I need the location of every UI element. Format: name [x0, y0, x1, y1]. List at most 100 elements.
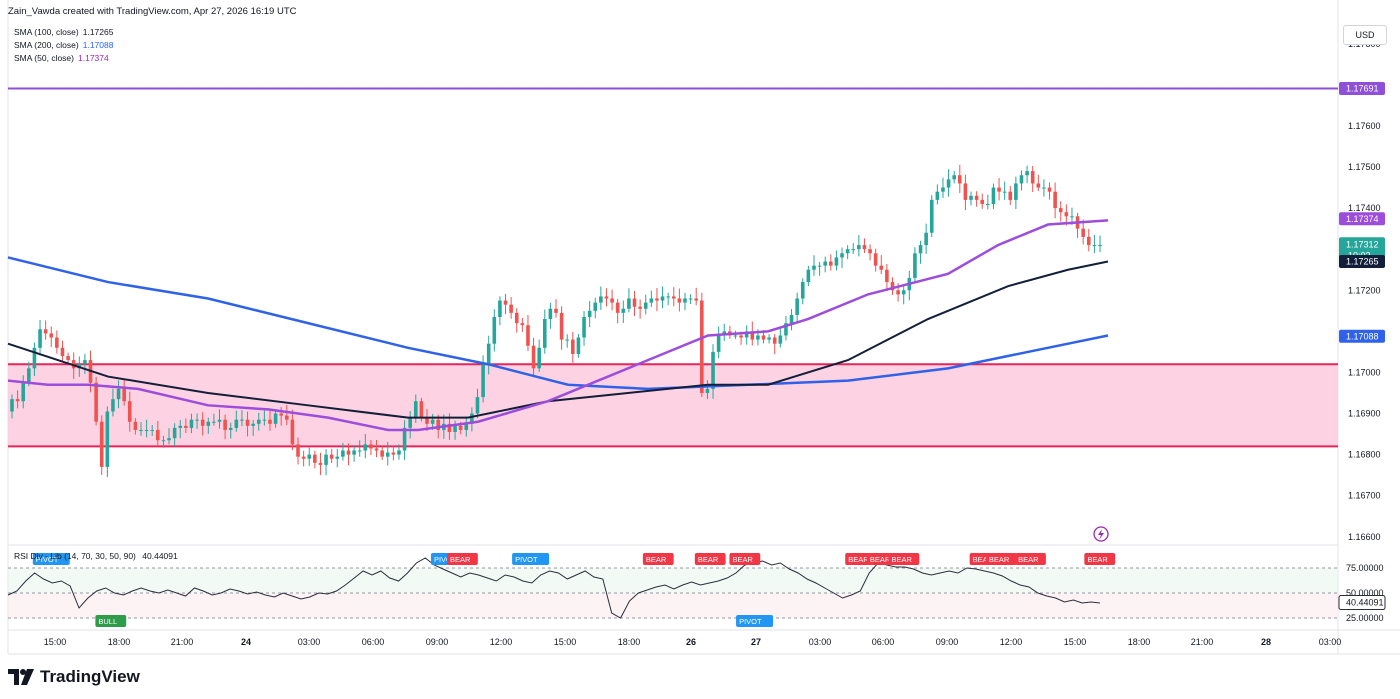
candle: [116, 388, 121, 400]
candle: [1064, 212, 1069, 217]
candle: [509, 304, 513, 313]
candle: [767, 337, 771, 340]
rsi-level-label: 50.00000: [1346, 588, 1384, 598]
candle: [582, 316, 586, 338]
rsi-tag-label: BEAR: [646, 555, 667, 564]
candle: [391, 452, 396, 455]
candle: [526, 325, 530, 346]
candle: [1086, 236, 1091, 246]
candle: [980, 199, 985, 204]
x-tick-label: 18:00: [618, 637, 641, 647]
candle: [268, 419, 272, 424]
candle: [857, 245, 861, 250]
candle: [318, 462, 323, 465]
candle: [952, 175, 956, 180]
candle: [425, 417, 429, 424]
x-tick-label: 06:00: [872, 637, 895, 647]
last-price-label: 1.17312: [1346, 239, 1379, 249]
candle: [756, 335, 760, 340]
candle: [1070, 216, 1074, 218]
candle: [27, 368, 31, 383]
candle: [576, 337, 581, 354]
candle: [217, 419, 222, 422]
support-zone: [8, 364, 1338, 447]
candle: [851, 249, 856, 251]
sma100-line: [7, 260, 1109, 419]
rsi-tag-label: PIVOT: [739, 617, 762, 626]
candle: [974, 195, 979, 200]
candle: [245, 419, 250, 426]
candle: [66, 356, 70, 361]
candle: [498, 300, 502, 317]
currency-button[interactable]: USD: [1343, 25, 1387, 45]
rsi-current-bg: [1338, 595, 1386, 611]
sma200-price-label: 1.17088: [1346, 331, 1379, 341]
candle: [666, 296, 670, 298]
candle: [475, 397, 480, 414]
candle: [357, 450, 362, 452]
candle: [800, 282, 805, 299]
candle: [1036, 183, 1041, 188]
x-tick-label: 03:00: [1319, 637, 1342, 647]
rsi-upper-band: [8, 568, 1338, 593]
candle: [660, 296, 665, 301]
candle: [565, 339, 570, 341]
lightning-ring: [1093, 526, 1109, 542]
lightning-icon: [1093, 526, 1109, 542]
y-tick-label: 1.17200: [1348, 285, 1381, 295]
rsi-tag-pivot: [736, 615, 774, 627]
candle: [206, 421, 211, 426]
candle: [514, 312, 519, 324]
candle: [279, 413, 283, 416]
sma50-price-label: 1.17374: [1346, 214, 1379, 224]
candle: [200, 419, 205, 426]
candle: [262, 419, 267, 421]
rsi-tag-label: BEAR: [698, 555, 719, 564]
rsi-tag-bear: [1015, 553, 1046, 565]
candle: [879, 265, 884, 270]
candle: [806, 269, 811, 283]
candle: [946, 179, 951, 188]
candle: [677, 298, 682, 303]
x-tick-label: 15:00: [1064, 637, 1087, 647]
tradingview-brand[interactable]: TradingView: [8, 667, 140, 687]
rsi-tag-bear: [694, 553, 726, 565]
hline-price-label: 1.17691: [1346, 84, 1379, 94]
candle: [178, 425, 183, 428]
candle: [593, 302, 598, 311]
candle: [868, 249, 872, 254]
candle: [470, 413, 474, 424]
candle: [873, 253, 878, 266]
candle: [1008, 191, 1013, 200]
rsi-tag-bear: [888, 553, 920, 565]
rsi-lower-band: [8, 593, 1338, 618]
x-tick-label: 21:00: [171, 637, 194, 647]
candle: [1019, 175, 1024, 184]
rsi-tag-bull: [95, 615, 127, 627]
candle: [632, 298, 637, 307]
candle: [918, 245, 923, 254]
rsi-tag-label: BEAR: [891, 555, 912, 564]
y-tick-label: 1.16600: [1348, 532, 1381, 542]
candle: [21, 382, 26, 402]
candle: [772, 337, 777, 344]
candle: [60, 347, 65, 357]
rsi-current-label: 40.44091: [1346, 598, 1384, 608]
candle: [430, 419, 435, 424]
candle: [571, 339, 575, 354]
candle: [1081, 228, 1085, 237]
candle: [739, 335, 743, 338]
rsi-tag-bear: [985, 553, 1017, 565]
rsi-tag-label: PIVOT: [36, 555, 59, 564]
sma200-price-label-bg: [1339, 329, 1385, 343]
candle: [296, 444, 300, 457]
candle: [610, 298, 614, 303]
candle: [991, 187, 996, 204]
candle: [285, 415, 289, 420]
candle: [935, 191, 940, 200]
candle: [10, 399, 14, 412]
candle: [369, 444, 373, 449]
y-tick-label: 1.16900: [1348, 409, 1381, 419]
x-tick-label: 24: [241, 637, 251, 647]
